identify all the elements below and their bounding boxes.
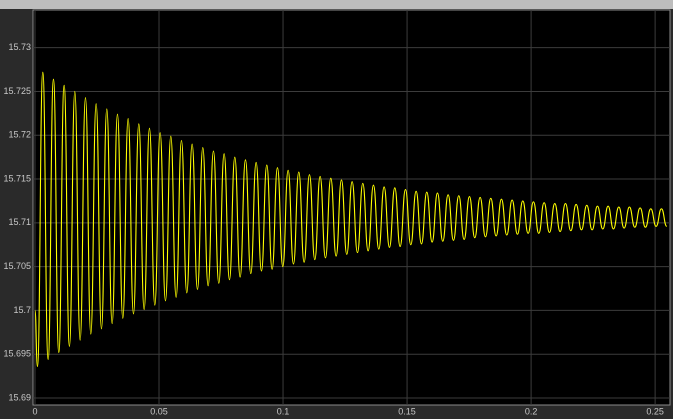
y-tick-label: 15.73 xyxy=(8,42,31,52)
top-frame xyxy=(0,0,673,9)
x-tick-label: 0 xyxy=(32,406,37,416)
x-tick-label: 0.15 xyxy=(398,406,416,416)
y-tick-label: 15.725 xyxy=(3,86,31,96)
grid xyxy=(33,10,670,405)
x-tick-label: 0.1 xyxy=(277,406,290,416)
y-tick-label: 15.705 xyxy=(3,261,31,271)
y-tick-label: 15.69 xyxy=(8,392,31,402)
y-tick-label: 15.71 xyxy=(8,217,31,227)
x-tick-label: 0.2 xyxy=(525,406,538,416)
x-tick-label: 0.05 xyxy=(150,406,168,416)
y-tick-label: 15.72 xyxy=(8,130,31,140)
y-tick-label: 15.7 xyxy=(13,305,31,315)
signal-line xyxy=(34,71,668,368)
x-tick-label: 0.25 xyxy=(646,406,664,416)
tick-labels: 15.69 15.695 15.7 15.705 15.71 15.715 15.72 15.… xyxy=(3,42,663,416)
y-tick-label: 15.715 xyxy=(3,173,31,183)
y-tick-label: 15.695 xyxy=(3,349,31,359)
signals xyxy=(34,71,668,368)
